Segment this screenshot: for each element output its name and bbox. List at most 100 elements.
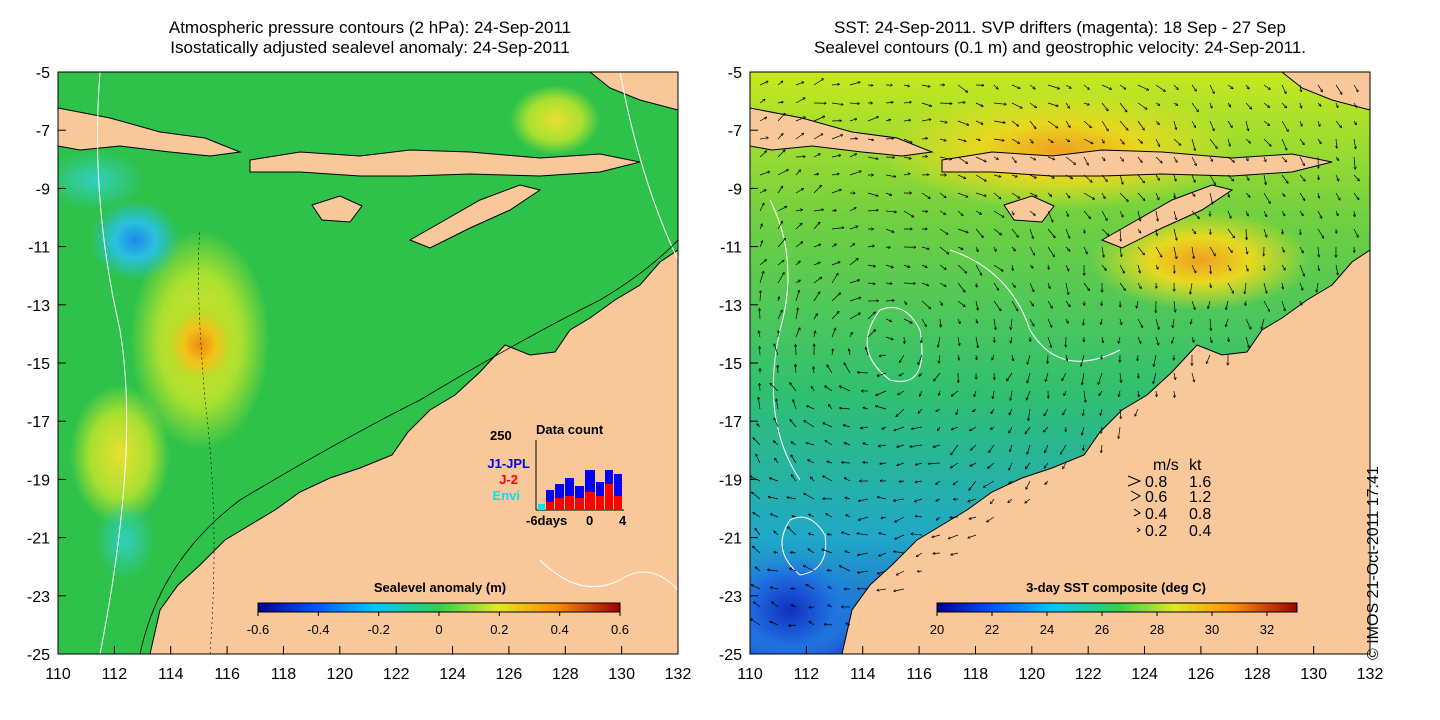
velocity-arrow: [755, 529, 761, 536]
velocity-arrow: [921, 246, 929, 249]
velocity-arrow: [936, 499, 941, 501]
velocity-arrow: [1029, 192, 1037, 196]
velocity-arrow: [777, 114, 785, 122]
velocity-arrow: [849, 119, 857, 122]
velocity-arrow: [1155, 174, 1159, 180]
velocity-arrow: [1245, 192, 1250, 197]
velocity-arrow: [1335, 210, 1338, 215]
right-colorbar-ticks: 20 22 24 26 28 30 32: [930, 612, 1274, 637]
velocity-arrow: [813, 222, 820, 230]
right-y-tick-label: -13: [719, 298, 742, 315]
velocity-arrow: [1354, 210, 1355, 216]
velocity-arrow-icon: [1130, 490, 1142, 502]
velocity-arrow: [958, 354, 959, 360]
velocity-arrow: [1353, 192, 1359, 199]
velocity-arrow: [863, 407, 869, 409]
legend-envi: Envi: [493, 488, 520, 503]
velocity-arrow: [1227, 138, 1230, 146]
velocity-arrow: [975, 102, 983, 106]
velocity-arrow: [1191, 192, 1195, 196]
velocity-arrow: [885, 318, 891, 321]
velocity-arrow: [882, 426, 887, 429]
velocity-arrow: [753, 513, 761, 518]
velocity-arrow: [1281, 156, 1286, 162]
velocity-arrow: [1083, 103, 1089, 105]
velocity-arrow: [759, 138, 768, 139]
left-colorbar-tick-label: 0.4: [551, 622, 569, 637]
velocity-arrow: [1011, 318, 1013, 329]
velocity-arrow: [849, 208, 856, 212]
velocity-arrow: [939, 103, 952, 104]
velocity-arrow: [881, 517, 887, 518]
velocity-arrow: [825, 386, 833, 392]
velocity-arrow: [1335, 102, 1338, 107]
velocity-arrow: [1317, 84, 1322, 92]
left-x-tick-label: 132: [665, 666, 692, 683]
velocity-arrow: [911, 534, 923, 535]
velocity-arrow-icon: [1133, 508, 1141, 517]
right-title-line2: Sealevel contours (0.1 m) and geostrophi…: [813, 38, 1306, 57]
velocity-arrow: [788, 527, 797, 536]
velocity-arrow: [1317, 282, 1319, 292]
velocity-arrow: [975, 264, 982, 275]
velocity-arrow: [956, 408, 959, 415]
velocity-arrow: [957, 246, 963, 249]
velocity-arrow: [885, 138, 893, 139]
velocity-arrow: [1190, 282, 1193, 294]
velocity-arrow: [1047, 246, 1054, 256]
velocity-arrow: [827, 461, 833, 463]
velocity-arrow: [899, 372, 905, 376]
velocity-arrow: [844, 443, 851, 446]
velocity-arrow: [1263, 210, 1267, 216]
velocity-arrow: [772, 602, 779, 608]
velocity-arrow: [1047, 210, 1053, 222]
velocity-arrow: [861, 427, 869, 428]
velocity-arrow: [932, 534, 941, 537]
velocity-arrow: [795, 189, 803, 194]
velocity-arrow: [795, 280, 800, 284]
velocity-arrow: [939, 282, 946, 286]
velocity-arrow: [1300, 300, 1302, 305]
velocity-arrow: [1210, 318, 1211, 330]
velocity-arrow: [752, 585, 761, 590]
velocity-arrow: [1047, 174, 1054, 178]
left-colorbar-tick-label: 0: [435, 622, 442, 637]
velocity-arrow: [809, 534, 815, 535]
right-colorbar-tick-label: 28: [1150, 622, 1164, 637]
velocity-arrow: [1101, 246, 1104, 257]
velocity-arrow: [939, 264, 946, 269]
velocity-arrow: [1318, 192, 1319, 198]
velocity-arrow: [845, 478, 851, 482]
velocity-arrow: [1119, 246, 1121, 256]
velocity-arrow: [771, 587, 779, 590]
velocity-arrow: [1065, 210, 1068, 216]
left-land-timor: [408, 184, 542, 249]
velocity-arrow: [1353, 102, 1357, 107]
velocity-arrow: [844, 425, 851, 428]
velocity-arrow: [919, 372, 923, 376]
velocity-arrow: [1011, 336, 1012, 343]
velocity-arrow: [1173, 120, 1176, 129]
velocity-arrow: [753, 546, 761, 554]
velocity-arrow: [1191, 264, 1196, 272]
velocity-arrow: [1263, 138, 1271, 146]
velocity-arrow: [1191, 228, 1196, 233]
right-land-timor: [1100, 184, 1234, 249]
left-y-tick-label: -17: [27, 414, 50, 431]
velocity-arrow: [993, 264, 1003, 271]
velocity-arrow: [1083, 210, 1090, 218]
velocity-arrow: [1101, 318, 1102, 324]
velocity-arrow: [1007, 372, 1013, 381]
left-pressure-contour: [97, 72, 128, 654]
velocity-arrow: [1083, 174, 1092, 182]
right-colorbar-tick-label: 30: [1205, 622, 1219, 637]
velocity-arrow: [1228, 192, 1229, 197]
velocity-arrow: [831, 84, 839, 85]
velocity-arrow: [795, 308, 798, 320]
velocity-arrow: [759, 203, 764, 212]
velocity-arrow: [971, 444, 977, 450]
velocity-arrow: [1153, 372, 1157, 383]
velocity-arrow: [849, 298, 861, 302]
velocity-arrow: [823, 423, 833, 428]
velocity-arrow: [989, 444, 995, 452]
